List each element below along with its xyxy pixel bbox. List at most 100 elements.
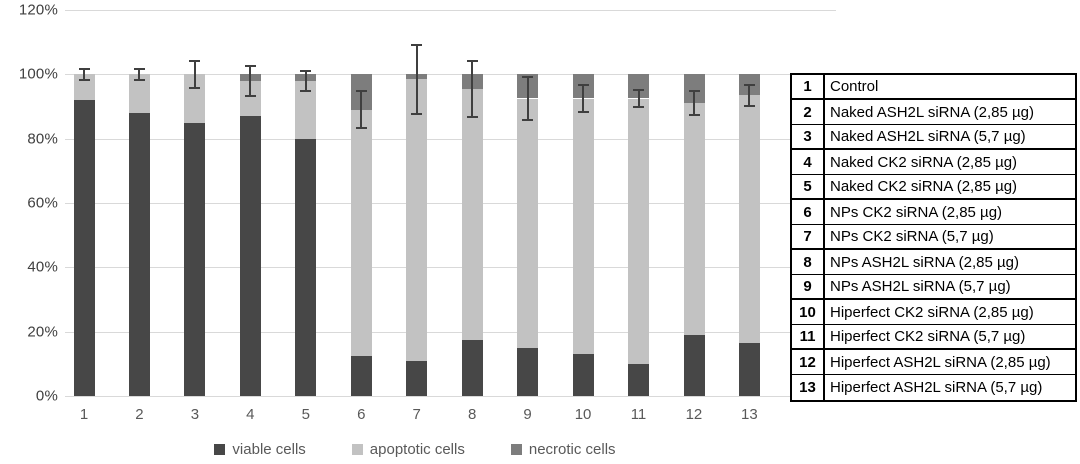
bar-segment-viable	[350, 355, 372, 396]
x-axis-category-label: 4	[246, 406, 255, 423]
error-bar	[249, 64, 252, 97]
bar-segment-apoptotic	[184, 74, 206, 123]
error-bar-bottom-cap	[189, 86, 201, 89]
legend-label: viable cells	[232, 441, 306, 458]
error-bar-bottom-cap	[743, 104, 755, 107]
gridline	[65, 267, 836, 269]
table-row-number: 6	[792, 200, 825, 224]
y-axis-tick-label: 0%	[35, 387, 58, 405]
table-row: 9 NPs ASH2L siRNA (5,7 µg)	[792, 275, 1075, 300]
table-row-label: NPs CK2 siRNA (2,85 µg)	[830, 203, 1003, 221]
table-row-number: 11	[792, 325, 825, 348]
error-bar-top-cap	[633, 88, 644, 91]
bar-segment-apoptotic	[738, 95, 760, 343]
error-bar-top-cap	[466, 59, 478, 62]
error-bar-bottom-cap	[522, 119, 534, 121]
x-axis-category-label: 3	[190, 406, 200, 423]
table-row-label: Naked CK2 siRNA (2,85 µg)	[830, 178, 1018, 195]
legend-label: apoptotic cells	[369, 441, 465, 458]
bar-segment-apoptotic	[572, 98, 594, 355]
error-bar-top-cap	[688, 90, 700, 93]
error-bar	[304, 69, 307, 92]
table-row-number: 9	[792, 275, 825, 298]
bar-segment-necrotic	[683, 74, 705, 104]
legend-item: necrotic cells	[510, 441, 616, 458]
table-row-label: Hiperfect ASH2L siRNA (2,85 µg)	[830, 353, 1051, 371]
table-row-number: 4	[792, 150, 825, 174]
gridline	[65, 10, 836, 11]
error-bar-top-cap	[411, 43, 423, 46]
error-bar-bottom-cap	[411, 112, 423, 115]
gridline	[65, 396, 836, 397]
error-bar-bottom-cap	[78, 78, 90, 81]
table-row: 11 Hiperfect CK2 siRNA (5,7 µg)	[792, 325, 1075, 350]
y-axis-tick-label: 120%	[18, 1, 58, 19]
error-bar	[526, 75, 529, 121]
bar-segment-viable	[295, 138, 317, 396]
x-axis-category-label: 9	[523, 406, 532, 423]
error-bar	[471, 59, 474, 118]
bar-segment-viable	[73, 100, 95, 396]
error-bar-top-cap	[577, 84, 589, 86]
table-row: 4 Naked CK2 siRNA (2,85 µg)	[792, 150, 1075, 175]
table-row-number: 2	[792, 100, 825, 124]
error-bar-bottom-cap	[633, 106, 644, 109]
bar-segment-viable	[683, 334, 705, 396]
table-row-number: 1	[792, 75, 825, 98]
error-bar	[637, 88, 640, 109]
x-axis-category-label: 1	[79, 406, 89, 423]
error-bar-top-cap	[522, 75, 534, 78]
error-bar-bottom-cap	[577, 110, 589, 113]
bar-segment-apoptotic	[461, 88, 483, 340]
bar-segment-apoptotic	[350, 109, 372, 356]
bar-segment-apoptotic	[239, 80, 261, 117]
table-row-number: 3	[792, 125, 825, 148]
bar-segment-viable	[572, 354, 594, 396]
bar-segment-necrotic	[628, 74, 649, 99]
y-axis-tick-label: 80%	[27, 130, 58, 148]
y-axis-tick-label: 40%	[27, 258, 58, 276]
error-bar-bottom-cap	[688, 114, 700, 117]
error-bar	[415, 43, 418, 115]
table-row-label: Hiperfect CK2 siRNA (2,85 µg)	[830, 303, 1034, 321]
legend-item: viable cells	[214, 441, 306, 458]
legend-swatch-necrotic	[510, 444, 522, 455]
bar-segment-viable	[461, 339, 483, 396]
table-row: 1 Control	[792, 75, 1075, 100]
table-row: 8 NPs ASH2L siRNA (2,85 µg)	[792, 250, 1075, 275]
x-axis-category-label: 10	[574, 406, 592, 423]
legend-item: apoptotic cells	[351, 441, 465, 458]
bar-segment-apoptotic	[517, 98, 539, 348]
table-row-label: Control	[830, 78, 879, 95]
x-axis-category-label: 8	[467, 406, 477, 423]
bar-segment-apoptotic	[628, 98, 649, 364]
bar-segment-viable	[517, 347, 539, 397]
y-axis-tick-label: 60%	[27, 194, 58, 212]
x-axis-category-label: 7	[412, 406, 421, 423]
table-row-label: NPs CK2 siRNA (5,7 µg)	[830, 228, 994, 245]
table-row-number: 12	[792, 350, 825, 374]
x-axis-category-label: 13	[741, 406, 758, 423]
x-axis-category-label: 2	[135, 406, 144, 423]
table-row: 5 Naked CK2 siRNA (2,85 µg)	[792, 175, 1075, 200]
error-bar-bottom-cap	[466, 115, 478, 118]
error-bar	[748, 84, 751, 107]
legend-label: necrotic cells	[528, 441, 616, 458]
bar-segment-viable	[738, 342, 760, 396]
table-row: 7 NPs CK2 siRNA (5,7 µg)	[792, 225, 1075, 250]
error-bar	[693, 90, 695, 117]
table-row-number: 7	[792, 225, 825, 248]
error-bar-bottom-cap	[355, 127, 367, 129]
table-row: 12 Hiperfect ASH2L siRNA (2,85 µg)	[792, 350, 1075, 375]
y-axis-tick-label: 100%	[18, 65, 58, 83]
legend-swatch-apoptotic	[351, 444, 363, 455]
table-row: 10 Hiperfect CK2 siRNA (2,85 µg)	[792, 300, 1075, 325]
error-bar-top-cap	[133, 67, 145, 70]
table-row-label: Naked CK2 siRNA (2,85 µg)	[830, 153, 1018, 171]
table-row: 2 Naked ASH2L siRNA (2,85 µg)	[792, 100, 1075, 125]
error-bar-top-cap	[355, 90, 367, 93]
bar-segment-apoptotic	[406, 79, 428, 361]
gridline	[65, 74, 836, 76]
table-row-number: 8	[792, 250, 825, 274]
error-bar-top-cap	[78, 67, 90, 70]
